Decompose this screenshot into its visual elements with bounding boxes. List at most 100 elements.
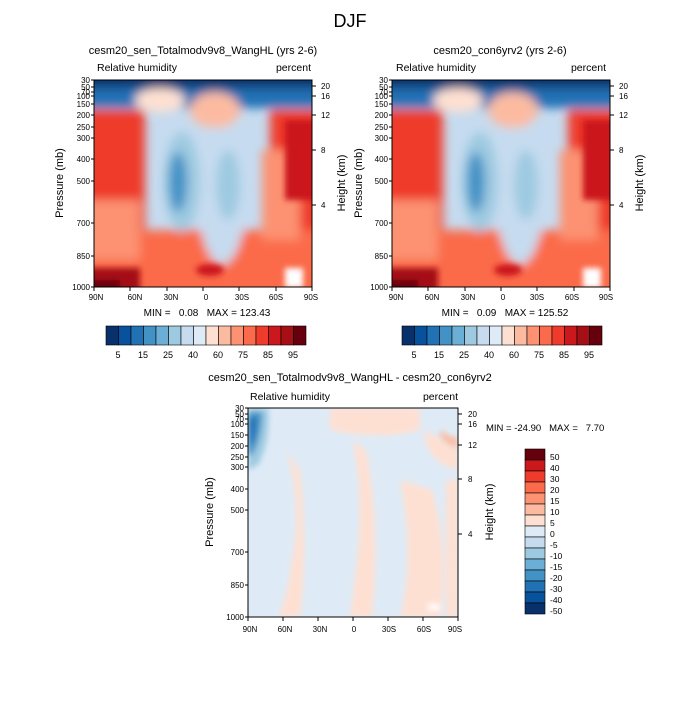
colorbar-swatch [268,325,282,346]
colorbar-label: 75 [238,350,248,360]
y-tick-label: 150 [231,431,245,440]
y2-axis-title: Height (km) [336,155,348,212]
colorbar-swatch [524,514,546,527]
colorbar-label: 30 [550,474,560,484]
latitude-axis: 90N 60N 30N 0 30S 60S 90S [243,617,462,634]
panel-title: cesm20_con6yrv2 (yrs 2-6) [433,45,566,57]
y-tick-label: 700 [375,219,389,228]
y-tick-label: 50 [81,83,90,92]
colorbar-swatch [218,325,232,346]
panel-sensitivity: cesm20_sen_Totalmodv9v8_WangHL (yrs 2-6)… [54,45,348,360]
y-axis-title: Pressure (mb) [54,148,66,218]
colorbar-swatch [426,325,440,346]
colorbar-swatch [130,325,144,346]
colorbar-swatch [293,325,307,346]
colorbar-label: 40 [188,350,198,360]
colorbar-swatch [155,325,169,346]
y-tick-label: 400 [231,485,245,494]
y-axis-title: Pressure (mb) [353,148,365,218]
colorbar-swatch [524,580,546,593]
x-tick-label: 60S [565,293,579,302]
colorbar-label: 15 [550,496,560,506]
x-tick-label: 60N [278,625,293,634]
y-tick-label: 70 [379,88,388,97]
colorbar-label: 20 [550,485,560,495]
x-tick-label: 30S [235,293,249,302]
colorbar-swatch [476,325,490,346]
colorbar-swatch [193,325,207,346]
x-tick-label: 60S [269,293,283,302]
colorbar-swatch [243,325,257,346]
colorbar-label: -50 [550,606,563,616]
y2-tick-label: 20 [619,82,628,91]
y-tick-label: 300 [231,463,245,472]
colorbar-label: 0 [550,529,555,539]
colorbar-label: 85 [559,350,569,360]
y-tick-label: 200 [375,111,389,120]
colorbar-swatch [489,325,503,346]
latitude-axis: 90N 60N 30N 0 30S 60S 90S [89,287,318,302]
x-tick-label: 90S [304,293,318,302]
colorbar-swatch [105,325,119,346]
y-tick-label: 150 [77,100,91,109]
y-tick-label: 100 [77,92,91,101]
y2-tick-label: 8 [321,146,326,155]
y2-tick-label: 20 [468,410,477,419]
y-tick-label: 850 [231,581,245,590]
y-tick-label: 150 [375,100,389,109]
y2-tick-label: 12 [321,111,330,120]
colorbar-swatch [524,536,546,549]
x-tick-label: 30N [164,293,179,302]
y2-tick-label: 16 [321,92,330,101]
y-tick-label: 300 [77,134,91,143]
colorbar-swatch [576,325,590,346]
colorbar: 5 15 25 40 60 75 85 95 [401,325,603,360]
units-label: percent [571,62,606,74]
colorbar-label: -5 [550,540,558,550]
units-label: percent [423,391,458,403]
y-tick-label: 850 [77,252,91,261]
colorbar-swatch [414,325,428,346]
y-tick-label: 850 [375,252,389,261]
y-tick-label: 500 [375,177,389,186]
y2-tick-label: 16 [468,420,477,429]
x-tick-label: 0 [352,625,357,634]
panel-title: cesm20_sen_Totalmodv9v8_WangHL (yrs 2-6) [89,45,317,57]
colorbar-label: 40 [550,463,560,473]
y-tick-label: 30 [81,76,90,85]
variable-label: Relative humidity [396,62,477,74]
colorbar-label: 95 [288,350,298,360]
colorbar-swatch [524,558,546,571]
colorbar-label: 5 [411,350,416,360]
y-tick-label: 200 [231,442,245,451]
colorbar-swatch [464,325,478,346]
x-tick-label: 90N [89,293,104,302]
y-tick-label: 700 [231,548,245,557]
colorbar-swatch [564,325,578,346]
y-tick-label: 500 [231,506,245,515]
colorbar-swatch [524,569,546,582]
y2-tick-label: 4 [321,201,326,210]
pressure-axis: 30 50 70 100 150 200 250 300 400 500 700… [370,76,392,292]
colorbar-swatch [524,525,546,538]
colorbar-swatch [280,325,294,346]
y2-axis-title: Height (km) [634,155,646,212]
y-tick-label: 1000 [370,283,388,292]
y-tick-label: 250 [375,123,389,132]
panel-title: cesm20_sen_Totalmodv9v8_WangHL - cesm20_… [208,372,492,384]
colorbar-swatch [205,325,219,346]
y2-tick-label: 8 [468,475,473,484]
x-tick-label: 0 [204,293,209,302]
latitude-axis: 90N 60N 30N 0 30S 60S 90S [389,287,613,302]
colorbar-swatch [524,503,546,516]
y-tick-label: 300 [375,134,389,143]
y-tick-label: 400 [375,155,389,164]
units-label: percent [276,62,311,74]
colorbar-label: -15 [550,562,563,572]
variable-label: Relative humidity [97,62,178,74]
contour-field [94,80,312,287]
colorbar-swatch [526,325,540,346]
colorbar-label: 5 [550,518,555,528]
colorbar: 5 15 25 40 60 75 85 95 [105,325,307,360]
